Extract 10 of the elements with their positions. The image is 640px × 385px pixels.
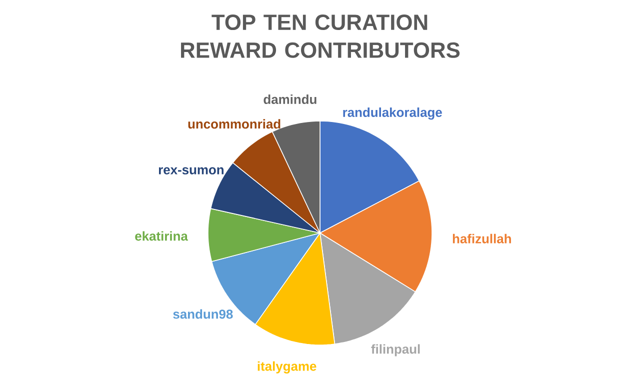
- slice-label: filinpaul: [371, 344, 420, 356]
- slice-label: hafizullah: [452, 234, 511, 244]
- slice-label: ekatirina: [135, 231, 188, 241]
- slice-label: sandun98: [173, 309, 233, 319]
- slice-label: rex-sumon: [158, 167, 224, 174]
- slice-label: randulakoralage: [343, 107, 442, 120]
- chart-title: TOP TEN CURATION REWARD CONTRIBUTORS: [181, 14, 460, 58]
- slice-label: uncommonriad: [188, 119, 280, 129]
- slice-label: italygame: [258, 361, 316, 374]
- slice-label: damindu: [264, 94, 316, 104]
